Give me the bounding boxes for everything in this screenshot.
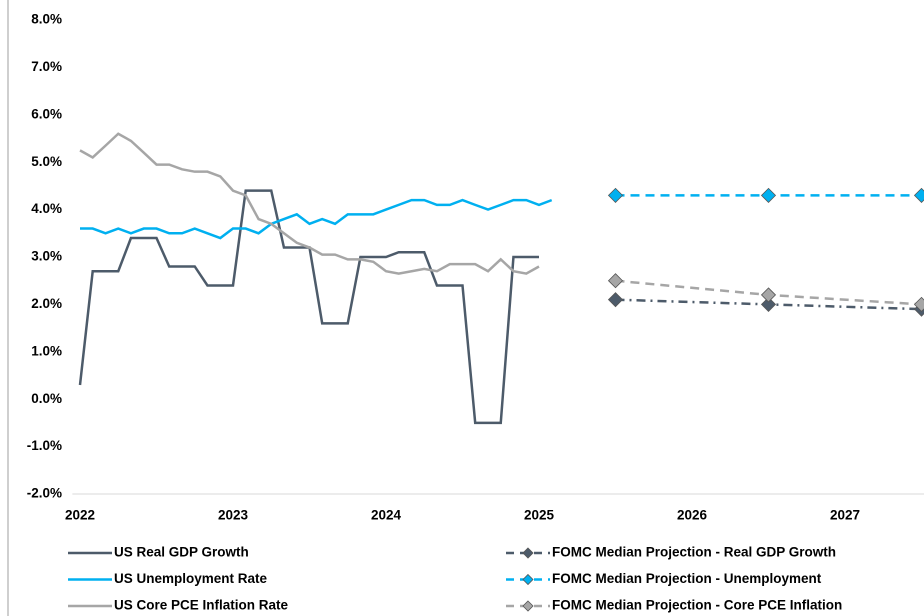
point-marker bbox=[607, 292, 624, 308]
point-marker bbox=[760, 296, 777, 312]
x-tick-label: 2025 bbox=[524, 508, 555, 523]
y-tick-label: 1.0% bbox=[31, 343, 62, 358]
point-marker bbox=[760, 187, 777, 203]
y-tick-label: 5.0% bbox=[31, 154, 62, 169]
y-tick-label: 8.0% bbox=[31, 12, 62, 27]
y-tick-label: 7.0% bbox=[31, 59, 62, 74]
y-tick-label: 0.0% bbox=[31, 391, 62, 406]
x-tick-label: 2023 bbox=[218, 508, 249, 523]
series-line bbox=[78, 189, 539, 425]
legend-label: US Core PCE Inflation Rate bbox=[114, 598, 289, 613]
legend-label: US Real GDP Growth bbox=[114, 545, 249, 560]
x-tick-label: 2026 bbox=[677, 508, 708, 523]
y-tick-label: 6.0% bbox=[31, 106, 62, 121]
legend-label: FOMC Median Projection - Unemployment bbox=[552, 571, 822, 586]
legend-label: US Unemployment Rate bbox=[114, 571, 268, 586]
legend-label: FOMC Median Projection - Core PCE Inflat… bbox=[552, 598, 842, 613]
x-tick-label: 2027 bbox=[830, 508, 860, 523]
point-marker bbox=[913, 296, 924, 312]
point-marker bbox=[607, 187, 624, 203]
legend-marker bbox=[522, 600, 534, 612]
y-tick-label: 2.0% bbox=[31, 296, 62, 311]
point-marker bbox=[607, 273, 624, 289]
x-tick-label: 2022 bbox=[65, 508, 95, 523]
legend-marker bbox=[522, 573, 534, 586]
series-line bbox=[79, 132, 540, 275]
legend-marker bbox=[522, 547, 534, 559]
y-tick-label: -2.0% bbox=[27, 486, 62, 501]
point-marker bbox=[760, 287, 777, 303]
y-tick-label: 3.0% bbox=[31, 249, 62, 264]
y-tick-label: 4.0% bbox=[31, 201, 62, 216]
point-marker bbox=[913, 187, 924, 203]
series-line bbox=[80, 198, 553, 240]
legend-label: FOMC Median Projection - Real GDP Growth bbox=[552, 545, 836, 560]
y-tick-label: -1.0% bbox=[27, 438, 62, 453]
x-tick-label: 2024 bbox=[371, 508, 402, 523]
